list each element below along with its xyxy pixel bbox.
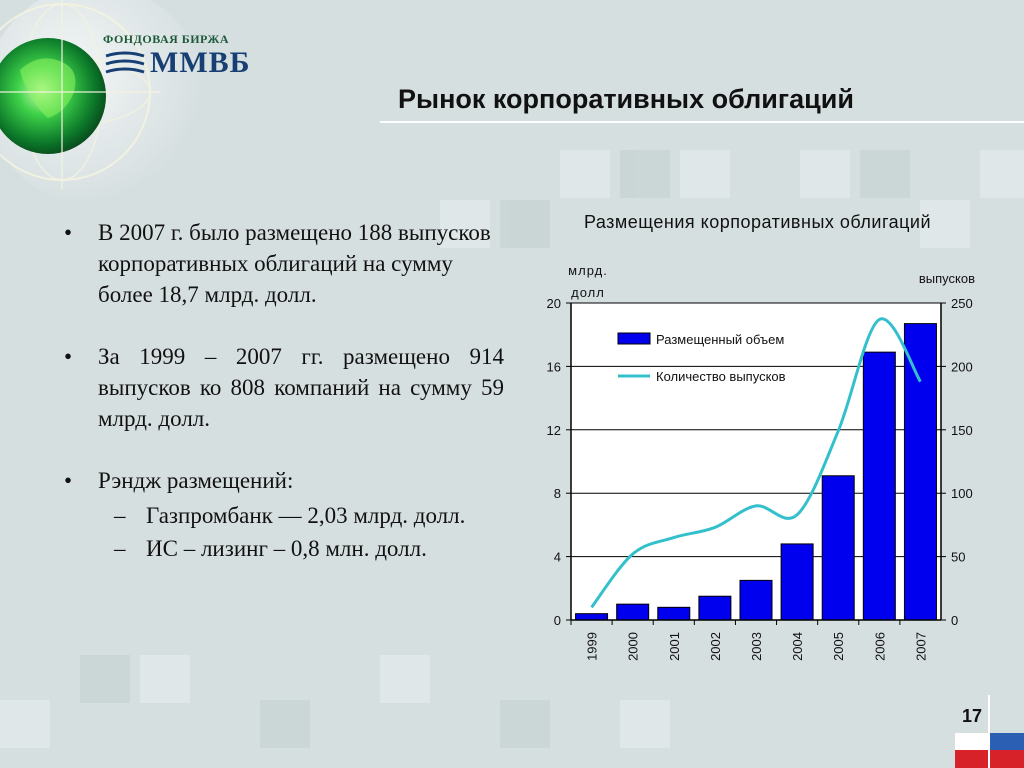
bullet-list: • В 2007 г. было размещено 188 выпусков … bbox=[64, 217, 504, 564]
page-number: 17 bbox=[962, 706, 983, 726]
x-tick-label: 2001 bbox=[667, 632, 682, 661]
x-tick-label: 2004 bbox=[790, 632, 805, 661]
x-tick-label: 2006 bbox=[872, 632, 887, 661]
chart-title: Размещения корпоративных облигаций bbox=[583, 212, 932, 232]
bullet-text: За 1999 – 2007 гг. размещено 914 выпуско… bbox=[98, 344, 504, 431]
y-left-tick-label: 4 bbox=[554, 550, 561, 565]
y-left-axis-label-line1: млрд. bbox=[568, 263, 608, 278]
bar-2001 bbox=[657, 606, 691, 621]
bullet-item: • За 1999 – 2007 гг. размещено 914 выпус… bbox=[64, 341, 504, 434]
bullet-marker: • bbox=[64, 468, 73, 493]
logo-main-text: ММВБ bbox=[150, 46, 251, 79]
x-tick-label: 2005 bbox=[831, 632, 846, 661]
y-left-tick-label: 16 bbox=[547, 359, 561, 374]
legend-line-label: Количество выпусков bbox=[656, 369, 786, 384]
x-tick-label: 2003 bbox=[749, 632, 764, 661]
y-right-tick-label: 150 bbox=[951, 423, 973, 438]
y-left-tick-label: 20 bbox=[547, 296, 561, 311]
bar-1999 bbox=[575, 613, 609, 621]
title-underline bbox=[380, 121, 1024, 123]
sub-bullet-item: – ИС – лизинг – 0,8 млн. долл. bbox=[64, 533, 504, 564]
legend-bar-swatch bbox=[617, 332, 651, 345]
sub-bullet-text: Газпромбанк — 2,03 млрд. долл. bbox=[146, 503, 466, 528]
bullet-marker: • bbox=[64, 344, 73, 369]
bullet-item: • Рэндж размещений: bbox=[64, 465, 504, 496]
globe-icon bbox=[0, 0, 160, 190]
bullet-text: Рэндж размещений: bbox=[98, 468, 294, 493]
series-line-issues bbox=[590, 317, 922, 609]
sub-bullet-item: – Газпромбанк — 2,03 млрд. долл. bbox=[64, 500, 504, 531]
y-left-tick-label: 12 bbox=[547, 423, 561, 438]
sub-bullet-marker: – bbox=[114, 503, 126, 528]
y-right-axis-label: выпусков bbox=[919, 271, 975, 286]
exchange-logo-icon bbox=[105, 51, 145, 74]
bar-2000 bbox=[616, 603, 650, 621]
y-left-tick-label: 8 bbox=[554, 486, 561, 501]
x-tick-label: 1999 bbox=[585, 632, 600, 661]
y-left-axis-label-line2: долл bbox=[571, 285, 605, 300]
slide-title: Рынок корпоративных облигаций bbox=[398, 84, 854, 114]
bar-2003 bbox=[739, 579, 773, 621]
bullet-marker: • bbox=[64, 220, 73, 245]
bullet-item: • В 2007 г. было размещено 188 выпусков … bbox=[64, 217, 504, 310]
y-right-tick-label: 0 bbox=[951, 613, 958, 628]
bar-2005 bbox=[821, 475, 855, 621]
bar-2002 bbox=[698, 595, 732, 621]
legend-bar-label: Размещенный объем bbox=[656, 332, 784, 347]
bar-2006 bbox=[862, 351, 896, 621]
sub-bullet-text: ИС – лизинг – 0,8 млн. долл. bbox=[146, 536, 427, 561]
y-right-tick-label: 50 bbox=[951, 550, 965, 565]
x-tick-label: 2007 bbox=[913, 632, 928, 661]
sub-bullet-marker: – bbox=[114, 536, 126, 561]
corner-flag-icon bbox=[955, 733, 1024, 768]
x-tick-label: 2002 bbox=[708, 632, 723, 661]
x-tick-label: 2000 bbox=[626, 632, 641, 661]
bullet-text: В 2007 г. было размещено 188 выпусков ко… bbox=[98, 220, 491, 307]
logo-top-text: ФОНДОВАЯ БИРЖА bbox=[103, 32, 229, 46]
y-right-tick-label: 200 bbox=[951, 359, 973, 374]
bar-2007 bbox=[903, 323, 937, 621]
y-left-tick-label: 0 bbox=[554, 613, 561, 628]
y-right-tick-label: 250 bbox=[951, 296, 973, 311]
y-right-tick-label: 100 bbox=[951, 486, 973, 501]
bar-2004 bbox=[780, 543, 814, 621]
